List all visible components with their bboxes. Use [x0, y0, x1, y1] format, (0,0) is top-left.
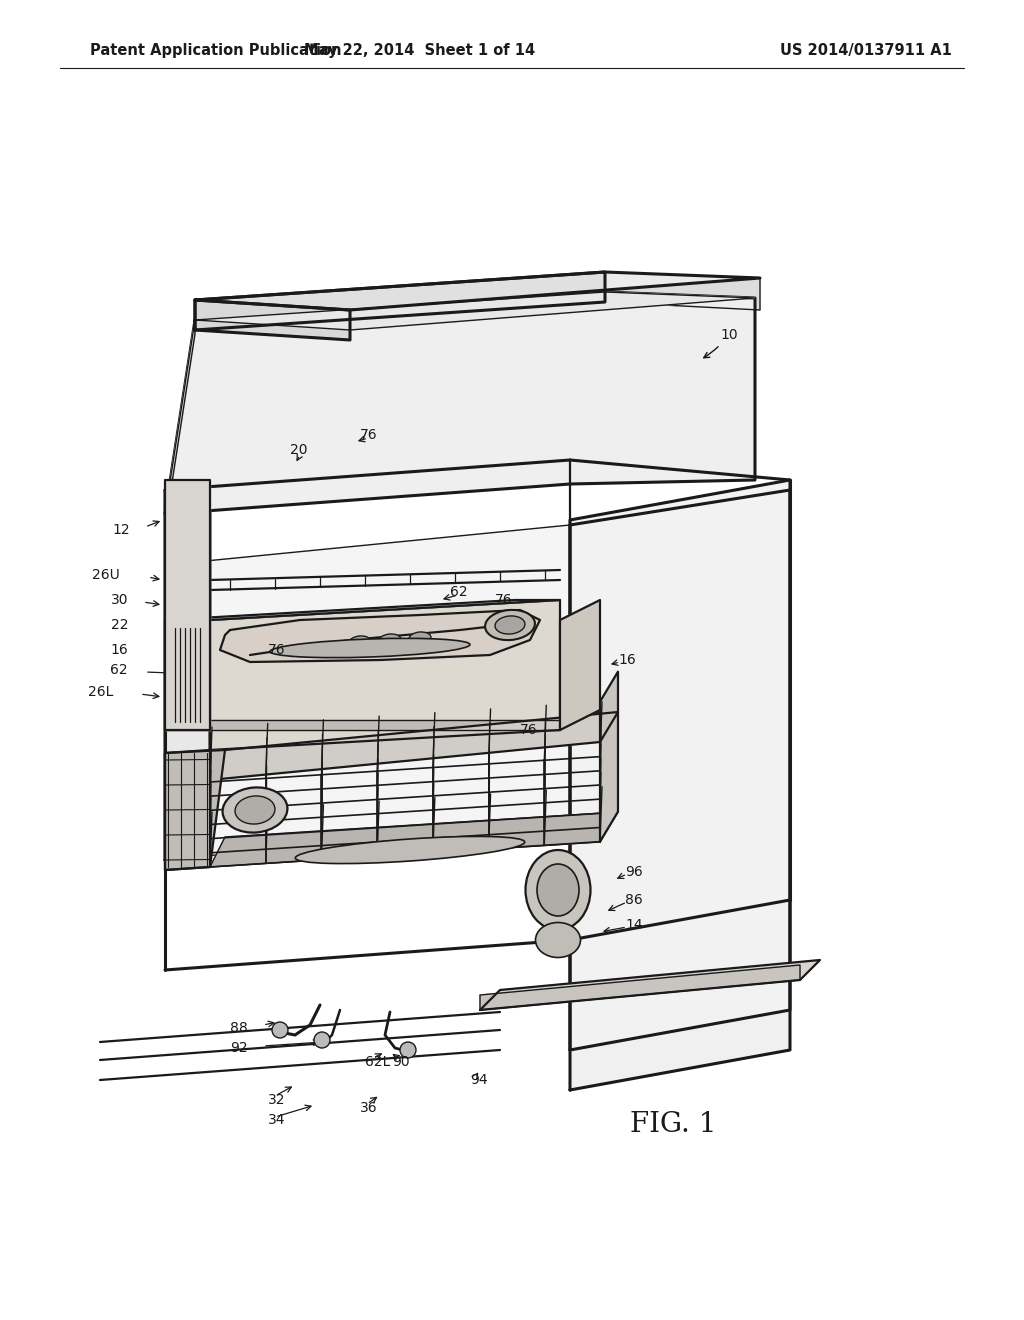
Text: 34: 34 [268, 1113, 286, 1127]
Polygon shape [210, 711, 618, 780]
Polygon shape [560, 601, 600, 730]
Text: 88: 88 [230, 1020, 248, 1035]
Text: 26L: 26L [88, 685, 113, 700]
Text: 16: 16 [618, 653, 636, 667]
Polygon shape [570, 480, 790, 1049]
Text: 22: 22 [111, 618, 128, 632]
Polygon shape [570, 490, 790, 1090]
Ellipse shape [236, 796, 275, 824]
Polygon shape [165, 620, 210, 730]
Polygon shape [165, 490, 210, 865]
Text: 96: 96 [625, 865, 643, 879]
Polygon shape [165, 292, 755, 513]
Ellipse shape [222, 788, 288, 833]
Polygon shape [165, 319, 195, 528]
Polygon shape [210, 812, 618, 867]
Text: 16: 16 [111, 643, 128, 657]
Ellipse shape [349, 636, 371, 648]
Polygon shape [165, 750, 225, 870]
Text: 86: 86 [625, 894, 643, 907]
Text: 26U: 26U [92, 568, 120, 582]
Text: US 2014/0137911 A1: US 2014/0137911 A1 [780, 42, 952, 58]
Text: 76: 76 [268, 643, 286, 657]
Text: 30: 30 [111, 593, 128, 607]
Text: 14: 14 [625, 917, 643, 932]
Ellipse shape [379, 634, 401, 645]
Text: 92: 92 [230, 1041, 248, 1055]
Text: Patent Application Publication: Patent Application Publication [90, 42, 341, 58]
Polygon shape [165, 601, 560, 620]
Ellipse shape [270, 639, 470, 657]
Text: 76: 76 [520, 723, 538, 737]
Text: 12: 12 [113, 523, 130, 537]
Text: 62: 62 [450, 585, 468, 599]
Polygon shape [600, 672, 618, 842]
Ellipse shape [536, 923, 581, 957]
Text: 36: 36 [360, 1101, 378, 1115]
Polygon shape [195, 300, 350, 341]
Polygon shape [195, 272, 760, 310]
Text: FIG. 1: FIG. 1 [630, 1111, 717, 1138]
Ellipse shape [537, 865, 579, 916]
Polygon shape [480, 965, 800, 1010]
Ellipse shape [525, 850, 591, 931]
Polygon shape [165, 750, 210, 870]
Text: 76: 76 [495, 593, 513, 607]
Ellipse shape [495, 616, 525, 634]
Polygon shape [165, 480, 210, 730]
Ellipse shape [295, 837, 524, 863]
Text: 62L: 62L [365, 1055, 390, 1069]
Text: May 22, 2014  Sheet 1 of 14: May 22, 2014 Sheet 1 of 14 [304, 42, 536, 58]
Text: 10: 10 [703, 327, 737, 358]
Polygon shape [210, 601, 560, 750]
Circle shape [400, 1041, 416, 1059]
Text: 94: 94 [470, 1073, 487, 1086]
Polygon shape [195, 292, 755, 330]
Text: 90: 90 [392, 1055, 410, 1069]
Polygon shape [165, 525, 570, 861]
Text: 32: 32 [268, 1093, 286, 1107]
Ellipse shape [409, 632, 431, 644]
Polygon shape [195, 272, 605, 330]
Polygon shape [480, 960, 820, 1010]
Circle shape [272, 1022, 288, 1038]
Circle shape [314, 1032, 330, 1048]
Text: 62: 62 [111, 663, 128, 677]
Text: 76: 76 [360, 428, 378, 442]
Ellipse shape [485, 610, 535, 640]
Polygon shape [220, 610, 540, 663]
Polygon shape [605, 272, 760, 310]
Polygon shape [165, 719, 560, 730]
Text: 20: 20 [290, 444, 307, 457]
